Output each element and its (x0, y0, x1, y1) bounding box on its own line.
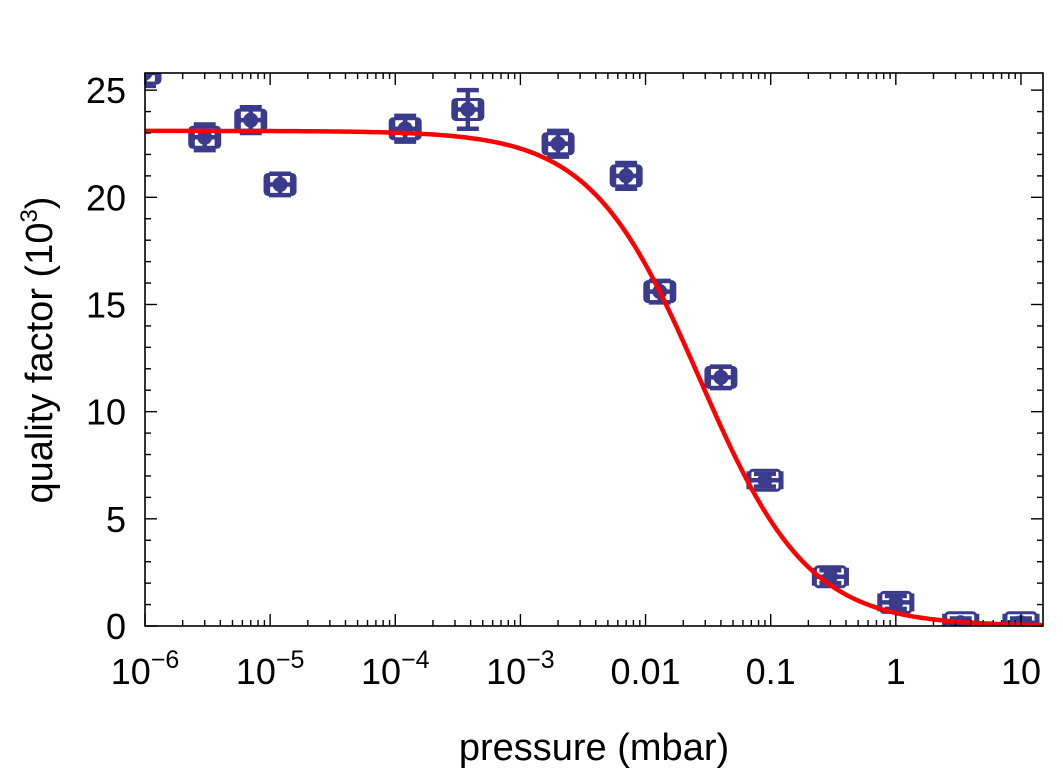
error-box (388, 117, 422, 141)
data-marker (197, 129, 213, 145)
data-point (263, 171, 297, 198)
x-tick-label: 10 (1001, 651, 1041, 692)
data-point (609, 160, 643, 191)
plot-frame (144, 72, 1044, 627)
y-axis-label-exponent: 3 (16, 209, 43, 222)
y-tick-label: 20 (86, 177, 126, 218)
y-axis-label: quality factor (103) (16, 197, 61, 504)
error-box (643, 280, 677, 304)
data-point (704, 364, 738, 391)
data-marker (272, 176, 288, 192)
x-tick-label: 0.1 (746, 651, 796, 692)
y-axis-label-main: quality factor (10 (19, 223, 61, 504)
data-marker (713, 369, 729, 385)
fit-curve (145, 128, 1043, 626)
data-marker (145, 73, 153, 81)
y-tick-label: 15 (86, 284, 126, 325)
y-axis-label-close: ) (19, 197, 61, 210)
error-box (748, 468, 782, 492)
x-tick-label: 0.01 (611, 651, 681, 692)
data-point (877, 590, 915, 614)
data-marker (243, 112, 259, 128)
data-point (388, 113, 422, 144)
data-marker (757, 472, 773, 488)
y-tick-label: 0 (106, 606, 126, 647)
x-tick-label: 1 (886, 651, 906, 692)
error-box (188, 125, 222, 149)
y-tick-label: 10 (86, 392, 126, 433)
x-tick-label: 10−3 (486, 646, 555, 692)
y-tick-labels: 0 5 10 15 20 25 (86, 70, 126, 647)
data-point (451, 87, 485, 131)
x-tick-label: 10−4 (361, 646, 430, 692)
data-point (541, 128, 575, 159)
error-box (609, 164, 643, 188)
error-box (704, 365, 738, 389)
x-tick-label: 10−5 (236, 646, 305, 692)
data-marker (618, 168, 634, 184)
y-tick-label: 5 (106, 499, 126, 540)
data-point (188, 122, 222, 153)
axis-ticks (144, 73, 1043, 627)
data-marker (888, 594, 904, 610)
data-point (145, 73, 162, 89)
error-box (263, 172, 297, 196)
data-marker (550, 136, 566, 152)
data-marker (460, 101, 476, 117)
x-tick-labels: 10−6 10−5 10−4 10−3 0.01 0.1 1 10 (111, 646, 1041, 692)
error-box (541, 132, 575, 156)
error-box (451, 97, 485, 121)
y-tick-label: 25 (86, 70, 126, 111)
x-axis-label: pressure (mbar) (459, 727, 729, 769)
x-tick-label: 10−6 (111, 646, 180, 692)
